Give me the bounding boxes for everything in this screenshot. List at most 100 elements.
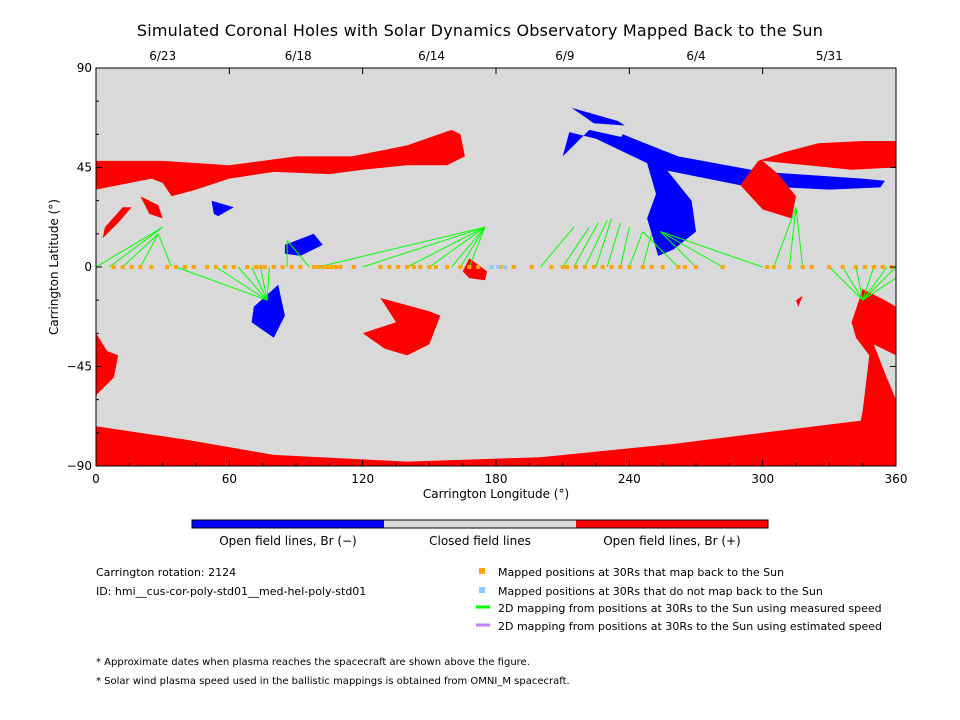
y-tick-label-1: 45 — [77, 161, 92, 175]
mapping-line-43 — [862, 277, 896, 301]
mapped-point-ok-44 — [529, 265, 534, 269]
y-tick-label-0: 90 — [77, 61, 92, 75]
mapping-line-2 — [122, 233, 159, 268]
x-tick-label-2: 120 — [351, 472, 374, 486]
mapped-point-ok-11 — [222, 265, 227, 269]
mapping-line-40 — [862, 266, 875, 301]
mapping-line-37 — [828, 266, 864, 301]
mapped-point-ok-36 — [434, 265, 438, 269]
mapped-point-ok-63 — [771, 265, 776, 269]
mapped-point-ok-69 — [854, 265, 858, 269]
coronal-hole-negative-3 — [211, 200, 234, 217]
mapping-line-15 — [362, 226, 486, 268]
mapping-line-31 — [660, 231, 697, 268]
mapped-point-ok-33 — [411, 265, 416, 269]
mapped-point-ok-15 — [258, 265, 263, 269]
mapped-point-ok-23 — [320, 265, 325, 269]
mapped-point-ok-38 — [458, 265, 463, 269]
mapping-line-38 — [842, 266, 864, 301]
coronal-hole-positive-11 — [362, 298, 441, 356]
mapping-line-28 — [628, 231, 644, 268]
mapped-point-ok-22 — [316, 265, 321, 269]
legend-label-mapped-not: Mapped positions at 30Rs that do not map… — [498, 585, 823, 598]
mapped-point-ok-68 — [840, 265, 845, 269]
x-tick-label-3: 180 — [485, 472, 508, 486]
plot-area — [96, 68, 896, 466]
coronal-hole-negative-0 — [620, 134, 885, 190]
mapped-point-ok-45 — [549, 265, 554, 269]
mapped-point-ok-54 — [627, 265, 632, 269]
colorbar-label-positive: Open field lines, Br (+) — [603, 534, 741, 548]
mapping-line-39 — [855, 266, 864, 301]
carrington-rotation: Carrington rotation: 2124 — [96, 566, 237, 579]
footnote-dates: * Approximate dates when plasma reaches … — [96, 657, 530, 668]
mapped-point-ok-50 — [591, 265, 596, 269]
mapping-line-19 — [460, 226, 486, 268]
mapping-line-23 — [573, 222, 599, 268]
mapped-point-ok-56 — [649, 265, 654, 269]
mapping-line-22 — [562, 226, 590, 268]
mapped-point-ok-47 — [565, 265, 570, 269]
colorbar-positive — [576, 520, 768, 528]
y-tick-label-4: −90 — [67, 459, 92, 473]
mapping-line-33 — [660, 231, 763, 268]
date-label-0: 6/23 — [149, 49, 176, 63]
date-label-5: 5/31 — [816, 49, 843, 63]
date-label-1: 6/18 — [285, 49, 312, 63]
coronal-hole-positive-12 — [796, 295, 803, 307]
mapping-line-24 — [584, 220, 608, 268]
mapped-point-ok-26 — [334, 265, 338, 269]
coronal-hole-positive-10 — [462, 258, 488, 281]
mapped-point-ok-61 — [720, 265, 725, 269]
y-tick-label-3: −45 — [67, 360, 92, 374]
mapping-line-20 — [468, 227, 486, 268]
mapped-point-ok-25 — [329, 265, 334, 269]
mapping-line-16 — [406, 226, 486, 268]
mapped-point-ok-1 — [120, 265, 125, 269]
mapped-point-ok-51 — [600, 265, 605, 269]
mapped-point-ok-2 — [129, 265, 134, 269]
mapped-point-ok-46 — [560, 265, 565, 269]
coronal-hole-positive-9 — [140, 196, 163, 219]
mapped-point-ok-17 — [271, 265, 276, 269]
x-tick-label-6: 360 — [885, 472, 908, 486]
colorbar-label-closed: Closed field lines — [429, 534, 531, 548]
x-tick-label-5: 300 — [751, 472, 774, 486]
mapped-point-ok-58 — [676, 265, 681, 269]
footnote-speed: * Solar wind plasma speed used in the ba… — [96, 676, 570, 687]
mapped-point-ok-28 — [351, 265, 356, 269]
mapped-point-ok-21 — [311, 265, 316, 269]
mapped-point-ok-52 — [609, 265, 614, 269]
mapping-line-21 — [540, 226, 575, 268]
mapped-point-ok-53 — [618, 265, 623, 269]
mapped-point-ok-16 — [262, 265, 267, 269]
chart-title: Simulated Coronal Holes with Solar Dynam… — [136, 21, 824, 40]
mapped-point-ok-6 — [174, 265, 178, 269]
mapped-point-not-0 — [489, 265, 494, 269]
y-axis-label: Carrington Latitude (°) — [47, 199, 61, 335]
mapped-point-ok-42 — [498, 265, 503, 269]
legend-label-mapped-ok: Mapped positions at 30Rs that map back t… — [498, 566, 785, 579]
legend-marker-1 — [479, 587, 485, 593]
y-tick-label-2: 0 — [84, 260, 92, 274]
mapping-line-27 — [619, 227, 630, 268]
coronal-hole-positive-8 — [102, 207, 132, 239]
coronal-hole-negative-5 — [251, 284, 285, 338]
x-tick-label-0: 0 — [92, 472, 100, 486]
mapped-point-not-2 — [502, 265, 507, 269]
legend-marker-0 — [479, 568, 485, 574]
mapping-line-36 — [795, 207, 804, 268]
mapping-line-42 — [862, 266, 896, 301]
mapped-point-ok-4 — [149, 265, 154, 269]
mapped-point-ok-18 — [280, 265, 285, 269]
coronal-hole-negative-2 — [571, 107, 625, 126]
mapped-point-ok-19 — [289, 265, 294, 269]
mapped-point-ok-39 — [467, 265, 472, 269]
legend-label-measured-speed: 2D mapping from positions at 30Rs to the… — [498, 602, 882, 615]
coronal-hole-positive-6 — [96, 129, 465, 197]
mapped-point-ok-13 — [245, 265, 250, 269]
mapped-point-ok-27 — [338, 265, 343, 269]
mapping-line-26 — [606, 222, 621, 268]
